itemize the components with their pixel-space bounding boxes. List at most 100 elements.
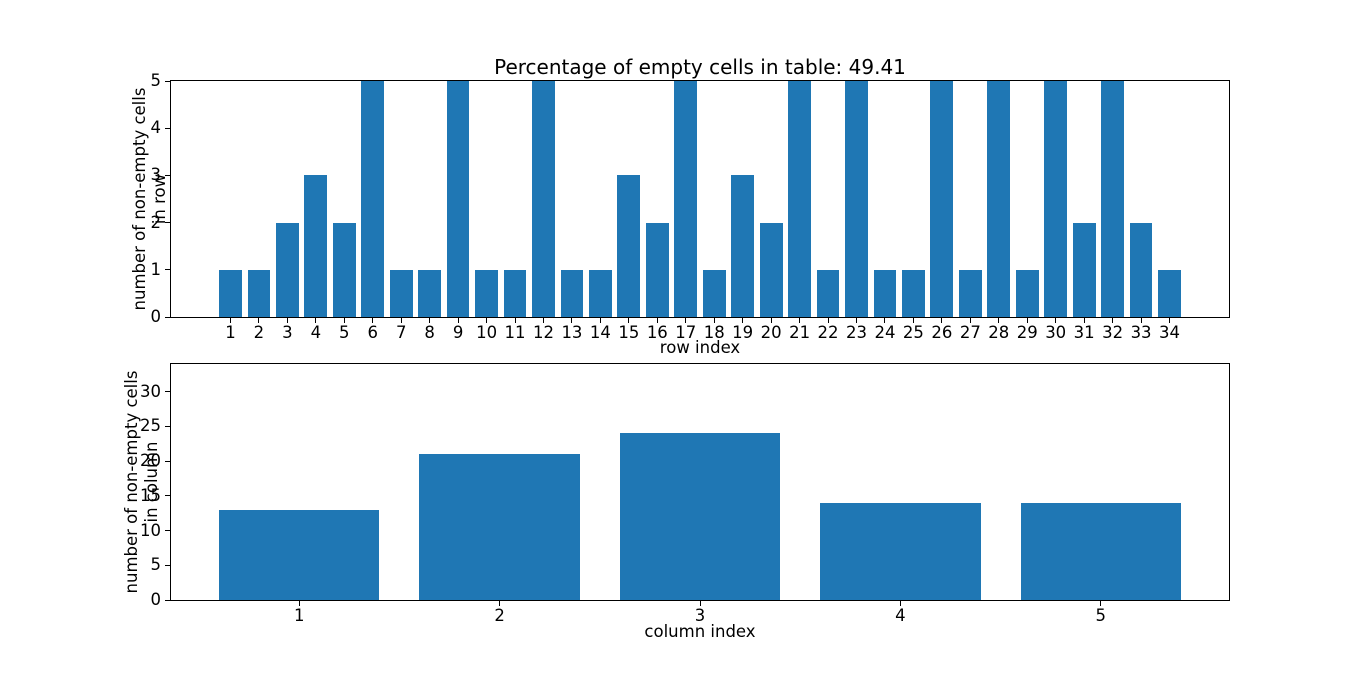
x-tick-label: 32	[1102, 323, 1124, 342]
x-tick-label: 26	[931, 323, 953, 342]
x-tick	[400, 317, 402, 323]
x-tick	[799, 317, 801, 323]
x-tick-label: 11	[504, 323, 526, 342]
x-tick-label: 2	[253, 323, 265, 342]
x-tick-label: 23	[846, 323, 867, 342]
x-tick-label: 5	[339, 323, 350, 342]
x-tick	[969, 317, 971, 323]
x-tick	[827, 317, 829, 323]
x-tick-label: 10	[476, 323, 498, 342]
bar-2	[247, 269, 271, 317]
x-tick-label: 22	[817, 323, 839, 342]
x-tick-label: 14	[589, 323, 611, 342]
bar-7	[389, 269, 413, 317]
bar-4	[820, 502, 981, 600]
bar-15	[617, 175, 641, 317]
y-tick	[165, 174, 171, 176]
x-tick-label: 3	[694, 606, 706, 625]
x-tick	[229, 317, 231, 323]
x-tick-label: 15	[618, 323, 640, 342]
x-tick-label: 27	[959, 323, 981, 342]
x-tick-label: 2	[494, 606, 505, 625]
bar-20	[759, 222, 783, 317]
bar-31	[1072, 222, 1096, 317]
bar-3	[276, 222, 299, 317]
column-bar-chart: 1 2 3 4 5 0 5 10 15 20 25 30	[140, 363, 1230, 624]
x-tick	[372, 317, 374, 323]
y-tick	[165, 460, 171, 462]
bar-11	[503, 269, 527, 317]
bar-12	[532, 81, 555, 317]
y-tick	[165, 222, 171, 224]
bar-8	[418, 269, 442, 317]
x-tick-label: 34	[1159, 323, 1181, 342]
y-tick	[165, 425, 171, 427]
x-tick-label: 18	[703, 323, 725, 342]
y-tick-label: 20	[140, 451, 161, 471]
x-tick	[1026, 317, 1028, 323]
x-tick	[315, 317, 317, 323]
y-tick	[165, 80, 171, 82]
y-tick-label: 5	[150, 555, 162, 575]
x-tick	[571, 317, 573, 323]
y-tick-label: 25	[140, 416, 161, 436]
x-tick-label: 33	[1130, 323, 1152, 342]
bar-1	[219, 269, 242, 317]
x-tick	[899, 600, 901, 606]
x-tick-label: 4	[895, 606, 906, 625]
x-tick	[742, 317, 744, 323]
bar-3	[619, 433, 781, 600]
x-tick	[628, 317, 630, 323]
chart-title: Percentage of empty cells in table: 49.4…	[494, 55, 906, 79]
y-tick	[165, 269, 171, 271]
x-tick	[258, 317, 260, 323]
x-tick	[685, 317, 687, 323]
bar-32	[1101, 81, 1124, 317]
x-tick-label: 1	[293, 606, 305, 625]
y-tick	[165, 391, 171, 393]
x-tick	[941, 317, 943, 323]
x-tick	[514, 317, 516, 323]
x-tick	[286, 317, 288, 323]
bar-18	[702, 269, 726, 317]
x-tick-label: 31	[1073, 323, 1095, 342]
x-tick	[699, 600, 701, 606]
bar-28	[987, 81, 1011, 317]
x-tick	[298, 600, 300, 606]
x-tick	[1140, 317, 1142, 323]
x-tick	[856, 317, 857, 323]
bar-29	[1015, 269, 1039, 317]
x-tick	[884, 317, 886, 323]
x-tick	[1055, 317, 1057, 323]
x-tick	[1083, 317, 1085, 323]
row-chart-y-axis-label: number of non-empty cells in row	[130, 87, 169, 311]
y-tick-label: 0	[150, 590, 162, 609]
x-tick-label: 24	[874, 323, 896, 342]
column-chart-x-axis-label: column index	[644, 622, 756, 641]
x-tick	[429, 317, 431, 323]
y-tick-label: 3	[150, 165, 162, 185]
row-bar-chart: 1 2 3 4 5 6 7 8 9 10 11 12 13 14 15 16 17 18 19 20 21 22 23 24 2…	[151, 71, 1230, 341]
bar-9	[446, 81, 470, 317]
x-tick-label: 1	[225, 323, 236, 342]
x-tick-label: 5	[1095, 606, 1107, 625]
x-tick-label: 28	[988, 323, 1010, 342]
row-chart-x-axis-label: row index	[659, 338, 741, 357]
bar-2	[419, 454, 580, 600]
y-tick-label: 1	[150, 259, 162, 279]
x-tick	[343, 317, 345, 323]
bar-1	[219, 509, 380, 600]
x-tick-label: 20	[760, 323, 782, 342]
y-tick	[165, 530, 171, 532]
x-tick	[998, 317, 1000, 323]
y-tick	[165, 564, 171, 566]
bar-24	[873, 269, 897, 317]
y-tick	[165, 127, 171, 129]
x-tick-label: 9	[452, 323, 464, 342]
x-tick	[912, 317, 914, 323]
bar-5	[332, 222, 356, 317]
x-tick	[656, 317, 658, 323]
x-tick-label: 29	[1016, 323, 1038, 342]
x-tick-label: 17	[675, 323, 697, 342]
bar-4	[304, 175, 328, 317]
